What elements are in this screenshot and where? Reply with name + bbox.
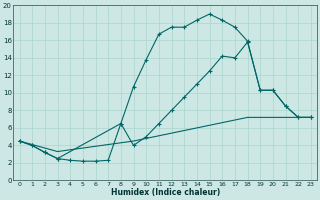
X-axis label: Humidex (Indice chaleur): Humidex (Indice chaleur) bbox=[111, 188, 220, 197]
